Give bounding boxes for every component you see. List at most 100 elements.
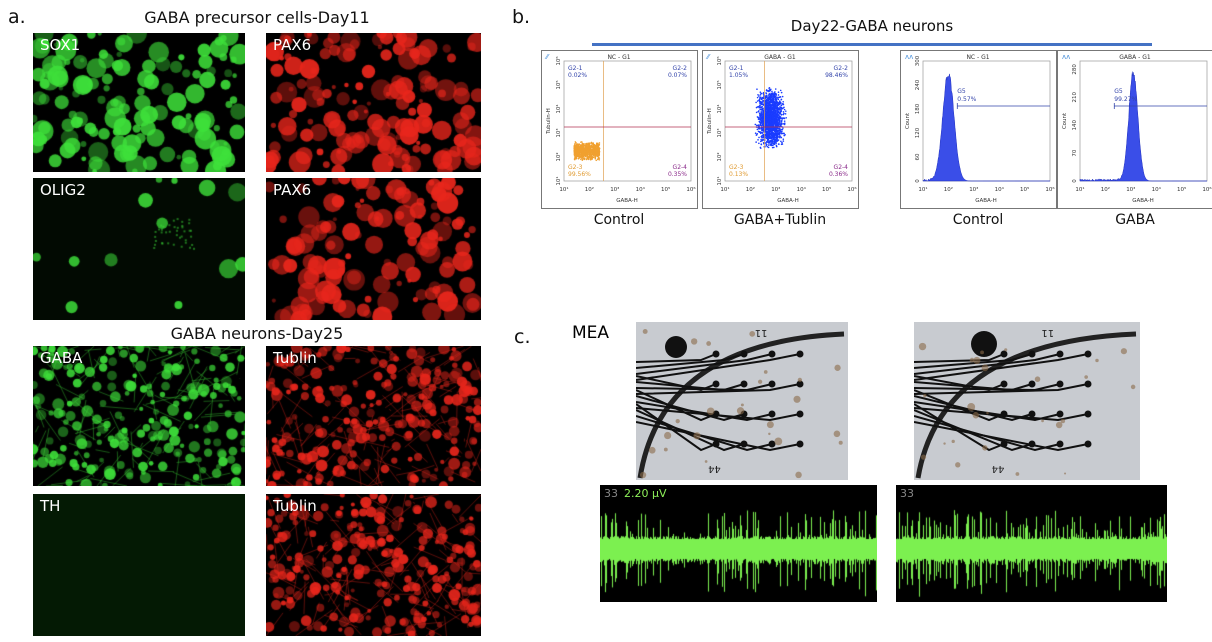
event-dot bbox=[778, 132, 781, 134]
micrograph-sox1: SOX1 bbox=[33, 33, 245, 172]
event-dot bbox=[780, 143, 783, 146]
event-dot bbox=[759, 124, 761, 126]
electrode-trace bbox=[636, 407, 801, 422]
event-dot bbox=[576, 155, 579, 158]
event-dot bbox=[783, 120, 786, 122]
electrode-trace bbox=[914, 407, 1089, 422]
quadrant-q3-percent: 0.13% bbox=[729, 171, 748, 178]
event-dot bbox=[777, 139, 779, 142]
electrode-trace bbox=[636, 383, 801, 395]
trace-waveform bbox=[600, 485, 877, 602]
event-dot bbox=[768, 140, 770, 143]
gate-percent: 0.57% bbox=[957, 96, 976, 103]
panel-c-letter: c. bbox=[514, 326, 531, 348]
plot-title: NC - G1 bbox=[607, 54, 630, 61]
event-dot bbox=[580, 157, 583, 159]
event-dot bbox=[771, 124, 773, 126]
histogram-fill bbox=[1079, 71, 1207, 182]
event-dot bbox=[770, 113, 773, 116]
cell-debris bbox=[664, 431, 672, 440]
electrode-trace bbox=[914, 409, 1033, 452]
event-dot bbox=[575, 143, 578, 146]
trace-waveform bbox=[896, 485, 1167, 602]
event-dot bbox=[596, 155, 599, 158]
event-dot bbox=[772, 124, 774, 127]
event-dot bbox=[779, 135, 782, 137]
event-dot bbox=[780, 102, 782, 105]
electrode-pad bbox=[1056, 350, 1064, 358]
cell-debris bbox=[1034, 376, 1041, 382]
event-dot bbox=[776, 109, 778, 112]
event-dot bbox=[771, 100, 774, 102]
event-dot bbox=[576, 145, 579, 148]
event-dot bbox=[592, 152, 595, 155]
gate-name: G5 bbox=[957, 88, 966, 95]
quadrant-q1-percent: 0.02% bbox=[568, 72, 587, 79]
y-tick-label: 10¹ bbox=[716, 176, 723, 185]
event-dot bbox=[780, 113, 783, 116]
event-dot bbox=[590, 144, 593, 147]
x-tick-label: 10³ bbox=[771, 186, 780, 193]
dot-plot-icon: ⁄⁄ bbox=[544, 53, 550, 61]
event-dot bbox=[762, 91, 765, 94]
event-dot bbox=[761, 134, 763, 137]
y-tick-label: 180 bbox=[915, 103, 921, 114]
cell-debris bbox=[1041, 419, 1044, 423]
event-dot bbox=[775, 102, 778, 104]
event-dot bbox=[773, 146, 775, 149]
cell-debris bbox=[648, 446, 656, 454]
plot-area bbox=[1079, 60, 1208, 182]
event-dot bbox=[770, 128, 772, 131]
micrograph-tublin-2: Tublin bbox=[266, 494, 481, 636]
x-tick-label: 10² bbox=[746, 186, 755, 193]
micrograph-image bbox=[33, 346, 245, 486]
event-dot bbox=[782, 127, 784, 129]
event-dot bbox=[768, 108, 771, 110]
event-dot bbox=[762, 116, 764, 118]
event-dot bbox=[778, 114, 780, 117]
electrode-trace bbox=[914, 353, 1033, 369]
event-dot bbox=[760, 118, 762, 120]
micrograph-label: OLIG2 bbox=[40, 181, 86, 199]
event-dot bbox=[757, 93, 759, 96]
event-dot bbox=[582, 146, 585, 148]
event-dot bbox=[591, 155, 593, 158]
micrograph-tublin-1: Tublin bbox=[266, 346, 481, 486]
event-dot bbox=[774, 97, 776, 99]
scatter-plot: NC - G1 GABA-H Tubulin-H ⁄⁄ 10¹ 10² 10³ 10⁴ 10⁵ 1… bbox=[541, 50, 698, 209]
event-dot bbox=[755, 134, 758, 136]
event-dot bbox=[769, 103, 772, 106]
event-dot bbox=[590, 156, 593, 159]
event-dot bbox=[578, 153, 581, 156]
event-dot bbox=[776, 104, 779, 107]
event-dot bbox=[586, 149, 589, 152]
dot-plot-icon: ⁄⁄ bbox=[705, 53, 711, 61]
cell-debris bbox=[690, 338, 698, 345]
micrograph-pax6-2: PAX6 bbox=[266, 178, 481, 320]
event-dot bbox=[594, 147, 596, 149]
micrograph-image bbox=[266, 33, 481, 172]
event-dot bbox=[777, 107, 780, 109]
event-dot bbox=[594, 156, 597, 158]
event-dot bbox=[755, 111, 758, 114]
micrograph-label: Tublin bbox=[273, 349, 317, 367]
panel-a-letter: a. bbox=[8, 6, 26, 28]
event-dot bbox=[771, 119, 773, 122]
y-tick-label: 300 bbox=[915, 55, 921, 66]
event-dot bbox=[767, 146, 770, 149]
event-dot bbox=[582, 143, 584, 145]
event-dot bbox=[765, 94, 768, 97]
event-dot bbox=[769, 135, 772, 138]
event-dot bbox=[764, 111, 767, 113]
event-dot bbox=[584, 150, 587, 153]
event-dot bbox=[767, 90, 769, 92]
x-tick-label: 10³ bbox=[1126, 186, 1135, 193]
cell-debris bbox=[969, 357, 975, 363]
event-dot bbox=[588, 156, 590, 158]
quadrant-q1-name: G2-1 bbox=[729, 65, 744, 72]
event-dot bbox=[588, 150, 591, 153]
event-dot bbox=[781, 141, 783, 144]
event-dot bbox=[767, 135, 769, 138]
event-dot bbox=[766, 102, 769, 104]
electrode-trace bbox=[914, 421, 1089, 452]
